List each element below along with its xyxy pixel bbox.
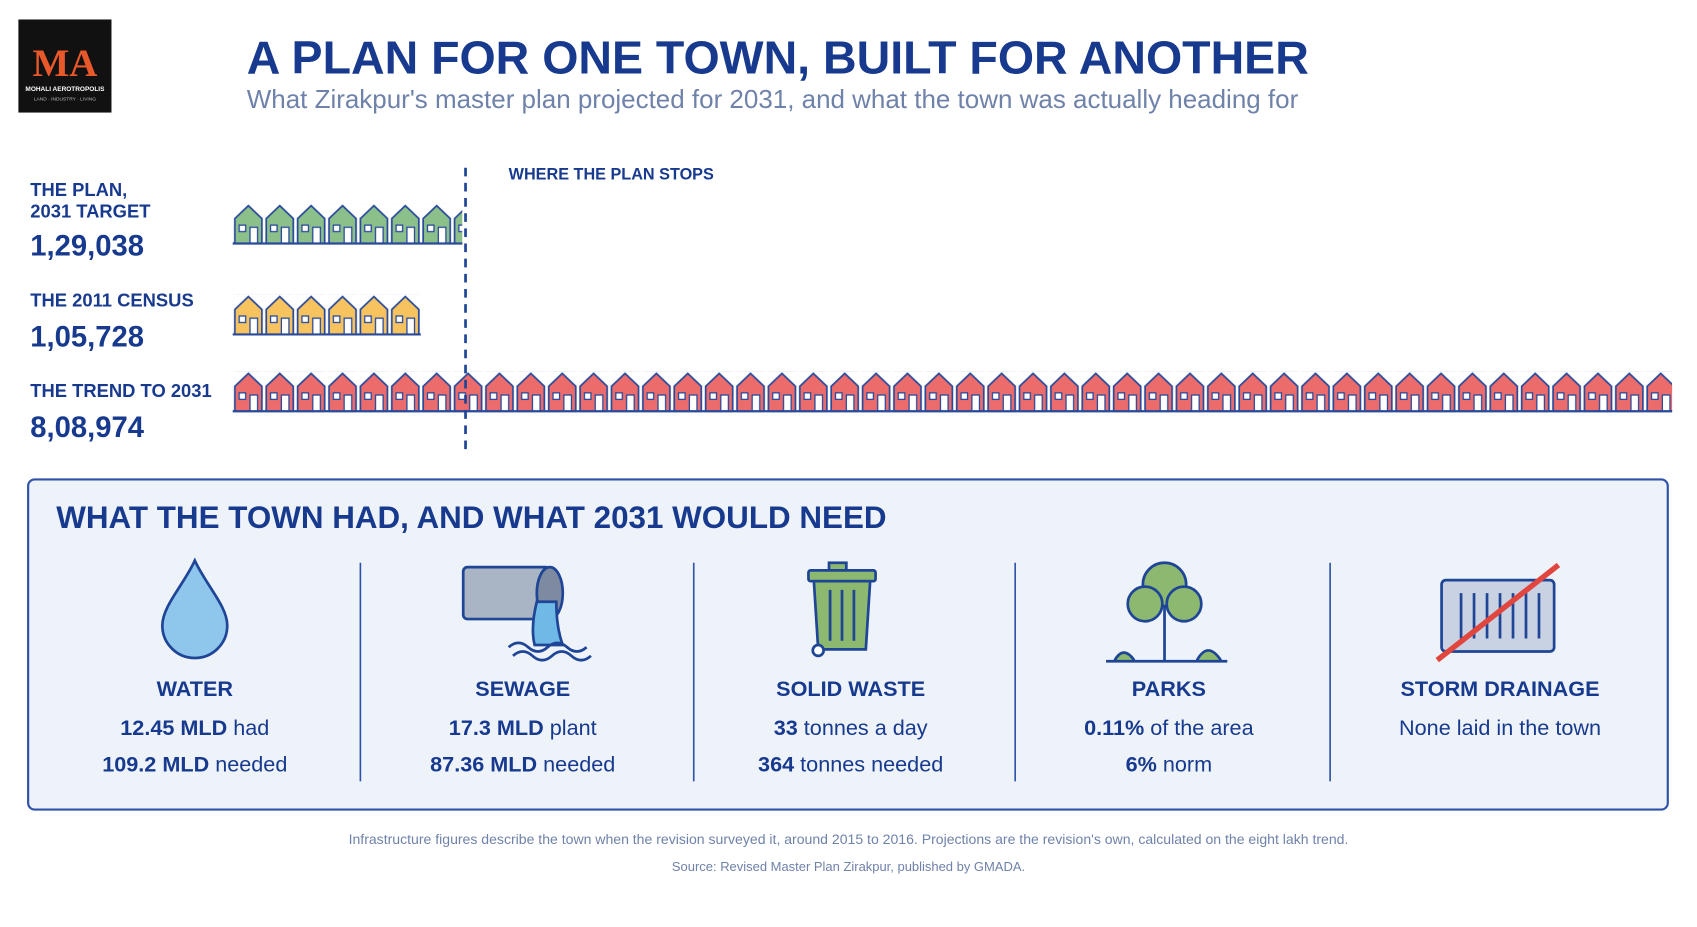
need-text: tonnes a day [804,715,928,740]
tree-icon [1106,561,1228,663]
need-name: WATER [157,676,234,701]
need-name: SEWAGE [475,676,570,701]
logo-box [18,19,112,113]
need-line: 87.36 MLD needed [430,752,615,777]
waves [507,641,592,662]
need-name: PARKS [1132,676,1206,701]
need-text: needed [543,752,615,777]
bin-ribs [828,589,856,641]
row-value: 1,05,728 [30,321,144,353]
needs-title: WHAT THE TOWN HAD, AND WHAT 2031 WOULD N… [56,500,886,535]
need-figure: 6% [1126,752,1157,777]
need-text: had [233,715,269,740]
need-figure: 12.45 MLD [120,715,227,740]
need-text: norm [1163,752,1212,777]
need-figure: 87.36 MLD [430,752,537,777]
need-line: 6% norm [1126,752,1213,777]
need-text: of the area [1150,715,1254,740]
row-label: 2031 TARGET [30,201,151,222]
row-label: THE PLAN, [30,179,127,200]
need-line: 0.11% of the area [1084,715,1255,740]
ground [1106,649,1228,663]
house-row [232,371,1673,413]
bin-wheel [811,643,825,658]
need-text: needed [215,752,287,777]
water-icon [160,557,229,660]
bin-icon [807,561,877,658]
logo-tagline: LAND · INDUSTRY · LIVING [34,97,96,103]
dividers [359,562,1331,782]
need-name: STORM DRAINAGE [1401,676,1600,701]
title: A PLAN FOR ONE TOWN, BUILT FOR ANOTHER [247,32,1309,84]
need-figure: 364 [758,752,794,777]
drain-icon [1435,562,1561,663]
need-figure: 33 [774,715,798,740]
need-line: None laid in the town [1399,715,1601,740]
need-line: 364 tonnes needed [758,752,943,777]
grate-bars [1459,593,1541,639]
need-text: tonnes needed [800,752,943,777]
crown [1165,585,1203,623]
logo-name: MOHALI AEROTROPOLIS [25,86,105,93]
row-label: THE TREND TO 2031 [30,380,211,401]
need-line: 109.2 MLD needed [102,752,287,777]
row-value: 8,08,974 [30,412,144,444]
subtitle: What Zirakpur's master plan projected fo… [247,84,1299,114]
need-text: None laid in the town [1399,715,1601,740]
house-row [232,294,421,336]
logo-initials: MA [32,42,97,85]
need-figure: 0.11% [1084,715,1144,740]
row-value: 1,29,038 [30,230,144,262]
need-figure: 109.2 MLD [102,752,209,777]
need-line: 33 tonnes a day [774,715,928,740]
row-label: THE 2011 CENSUS [30,289,193,310]
need-text: plant [550,715,597,740]
sewage-icon [461,565,592,662]
need-line: 12.45 MLD had [120,715,269,740]
footer-note: Infrastructure figures describe the town… [349,831,1349,847]
crown [1126,585,1164,623]
need-line: 17.3 MLD plant [449,715,597,740]
bin-lid [807,569,877,583]
need-figure: 17.3 MLD [449,715,544,740]
house-row [232,203,463,245]
cross-out [1435,562,1561,663]
footer-source: Source: Revised Master Plan Zirakpur, pu… [672,859,1025,874]
need-name: SOLID WASTE [776,676,925,701]
marker-label: WHERE THE PLAN STOPS [509,166,714,184]
